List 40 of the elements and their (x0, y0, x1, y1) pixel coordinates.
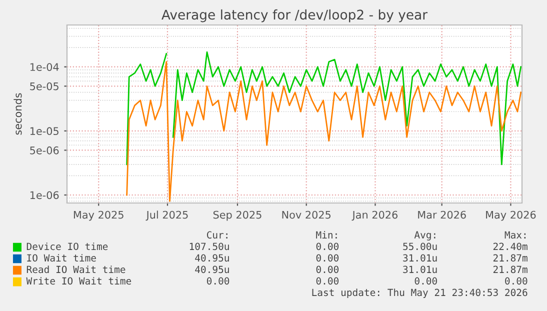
x-tick-label: Sep 2025 (213, 210, 262, 221)
text: 21.87m (493, 254, 528, 262)
x-tick-label: May 2025 (74, 210, 124, 221)
y-axis-title: seconds (14, 93, 22, 135)
x-tick-label: May 2026 (486, 210, 536, 221)
text: 107.50u (190, 242, 229, 250)
text: 21.87m (493, 266, 528, 274)
text: 0.00 (206, 277, 230, 285)
text: 0.00 (316, 266, 339, 274)
x-tick-label: Mar 2026 (418, 210, 466, 219)
chart-title: Average latency for /dev/loop2 - by year (162, 9, 428, 22)
text: Last update: Thu May 21 23:40:53 2026 (312, 288, 528, 298)
text: 0.00 (505, 277, 528, 285)
text: Cur: (206, 231, 228, 239)
legend-label: Device IO time (26, 242, 108, 250)
text: 0.00 (316, 277, 339, 285)
text: 22.40m (493, 242, 528, 250)
x-tick-label: Nov 2025 (282, 210, 331, 219)
x-tick-label: Jul 2025 (146, 210, 188, 221)
text: 0.00 (414, 277, 437, 285)
text: 0.00 (316, 242, 339, 250)
text: 40.95u (195, 254, 229, 262)
text: 31.01u (403, 266, 437, 274)
legend-label: IO Wait time (27, 254, 96, 262)
line-series (126, 61, 522, 202)
x-tick-label: Jan 2026 (352, 210, 398, 221)
text: Min: (316, 231, 337, 238)
y-tick-label: 1e-06 (30, 191, 59, 200)
y-tick-label: 5e-06 (30, 146, 59, 154)
y-tick-label: 5e-05 (30, 82, 58, 90)
text: 31.01u (403, 254, 437, 262)
text: 55.00u (403, 242, 437, 250)
text: Max: (504, 231, 526, 239)
text: Avg: (414, 231, 436, 240)
y-tick-label: 1e-05 (30, 127, 58, 136)
text: 40.95u (195, 266, 229, 274)
y-tick-label: 1e-04 (30, 63, 59, 71)
legend-label: Write IO Wait time (26, 277, 132, 285)
text: 0.00 (316, 254, 339, 262)
legend-label: Read IO Wait time (26, 266, 126, 274)
